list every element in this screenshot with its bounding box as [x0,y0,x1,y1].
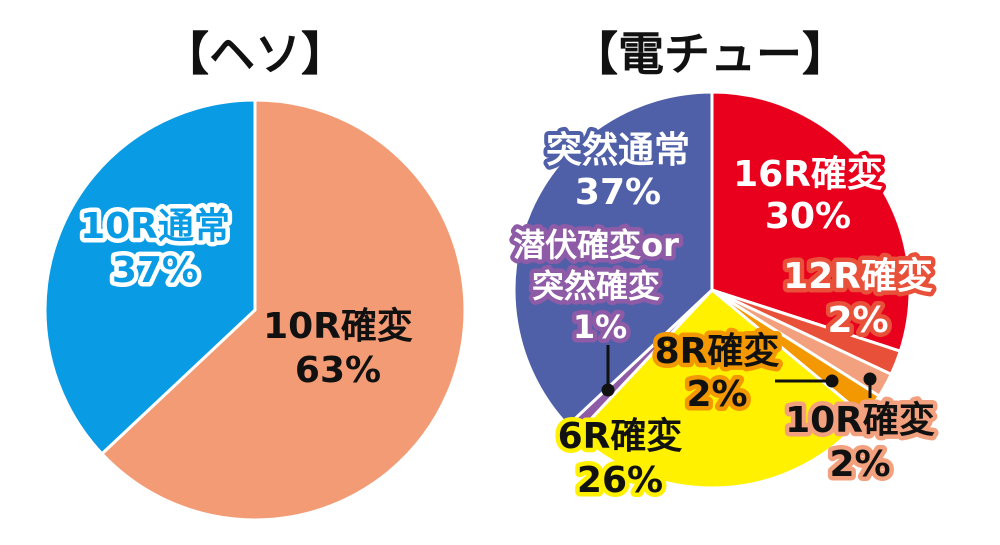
label-12r-pct: 2% [827,300,888,341]
label-8r-name: 8R確変 [655,330,780,372]
label-sensen-line1: 潜伏確変or [513,226,679,264]
denchu-label-sensen: 潜伏確変or 突然確変 1% [509,222,684,351]
label-16r-pct: 30% [765,196,851,237]
label-sensen-pct: 1% [573,308,627,346]
label-12r-name: 12R確変 [783,255,933,297]
heso-chart-title: 【ヘソ】 [163,27,347,81]
leader-dot-sensen [601,383,615,397]
denchu-label-12r: 12R確変 2% [779,251,938,346]
denchu-label-totsuzen-normal: 突然通常 37% [542,125,694,217]
label-16r-name: 16R確変 [733,153,883,195]
denchu-slice-4 [574,287,867,490]
heso-label-10r-kakuhen-pct: 63% [295,350,381,391]
label-totsuzen-normal-pct: 37% [575,172,661,213]
label-6r-pct: 26% [577,460,663,501]
heso-label-10r-kakuhen-name: 10R確変 [263,305,413,347]
denchu-label-10r: 10R確変 2% [781,395,940,490]
denchu-leader-lines [601,345,877,398]
denchu-slice-6 [512,90,714,428]
denchu-chart-title: 【電チュー】 [572,27,848,81]
heso-label-10r-normal: 10R通常 37% [76,202,235,296]
denchu-label-6r: 6R確変 26% [553,411,687,506]
label-sensen-line2: 突然確変 [532,267,660,305]
heso-slice-0 [99,98,467,522]
denchu-slice-0 [710,90,912,354]
label-10r-pct: 2% [829,444,890,485]
heso-slices [43,98,467,522]
denchu-label-16r: 16R確変 30% [729,149,887,241]
label-6r-name: 6R確変 [558,415,683,457]
denchu-slices [512,90,912,490]
denchu-pie-chart: 【電チュー】 突然通常 37% 16R確変 30% 潜伏確変or 突然確変 1%… [509,27,940,506]
heso-label-10r-normal-pct: 37% [112,250,198,291]
heso-slice-1 [43,98,257,456]
label-totsuzen-normal-name: 突然通常 [546,129,690,171]
label-8r-pct: 2% [686,374,747,415]
heso-label-10r-normal-name: 10R通常 [80,206,230,247]
leader-dot-10r [863,372,877,386]
denchu-label-8r: 8R確変 2% [650,326,784,420]
heso-pie-chart: 【ヘソ】 10R通常 37% 10R確変 63% [43,27,467,522]
heso-label-10r-kakuhen: 10R確変 63% [263,305,414,392]
leader-dot-8r [825,374,839,388]
label-10r-name: 10R確変 [785,399,935,441]
